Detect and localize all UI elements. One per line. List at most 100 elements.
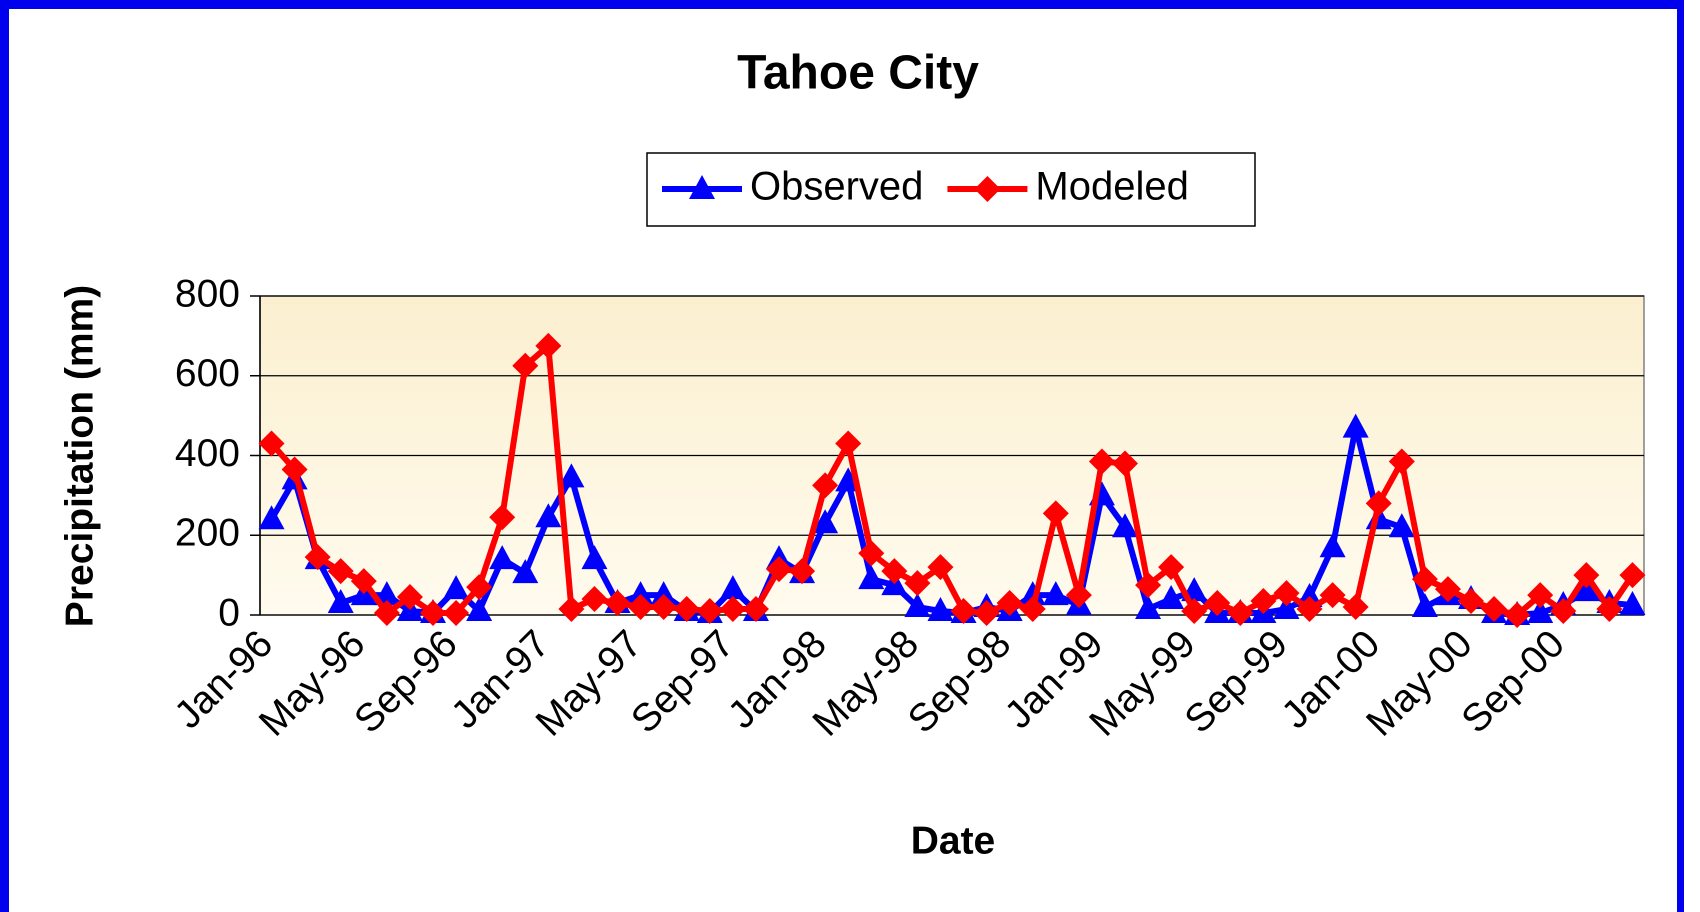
data-point bbox=[1619, 562, 1646, 589]
data-point bbox=[512, 352, 539, 379]
data-point bbox=[1434, 576, 1461, 603]
data-point bbox=[1158, 554, 1185, 581]
data-point bbox=[1319, 533, 1346, 558]
chart-title: Tahoe City bbox=[737, 47, 979, 100]
data-point bbox=[304, 544, 331, 571]
data-point bbox=[258, 505, 285, 530]
data-point bbox=[1550, 598, 1577, 625]
data-point bbox=[535, 503, 562, 528]
data-point bbox=[558, 596, 585, 623]
data-point bbox=[327, 558, 354, 585]
x-tick-label: May-99 bbox=[1081, 622, 1203, 744]
data-point bbox=[1042, 581, 1069, 606]
data-point bbox=[443, 575, 470, 600]
data-point bbox=[881, 558, 908, 585]
data-point bbox=[696, 598, 723, 625]
data-point bbox=[1527, 582, 1554, 609]
data-point bbox=[1573, 562, 1600, 589]
x-tick-label: May-97 bbox=[528, 622, 650, 744]
data-point bbox=[1342, 413, 1369, 438]
data-point bbox=[1481, 596, 1508, 623]
data-point bbox=[373, 600, 400, 627]
data-point bbox=[350, 568, 377, 595]
data-point bbox=[396, 584, 423, 611]
x-axis-label: Date bbox=[911, 819, 996, 862]
data-point bbox=[535, 332, 562, 359]
x-tick-label: Sep-98 bbox=[900, 622, 1019, 741]
data-point bbox=[1181, 598, 1208, 625]
data-point bbox=[466, 574, 493, 601]
data-point bbox=[719, 575, 746, 600]
data-point bbox=[1135, 572, 1162, 599]
data-point bbox=[1065, 582, 1092, 609]
x-tick-label: Sep-99 bbox=[1177, 622, 1296, 741]
data-point bbox=[835, 430, 862, 457]
data-point bbox=[581, 586, 608, 613]
data-point bbox=[258, 430, 285, 457]
data-point bbox=[627, 594, 654, 621]
data-point bbox=[812, 472, 839, 499]
data-point bbox=[858, 540, 885, 567]
data-point bbox=[950, 598, 977, 625]
data-point bbox=[1573, 577, 1600, 602]
data-point bbox=[443, 600, 470, 627]
data-point bbox=[973, 600, 1000, 627]
data-point bbox=[604, 590, 631, 617]
y-tick-label: 200 bbox=[175, 512, 240, 555]
data-point bbox=[673, 596, 700, 623]
data-point bbox=[766, 556, 792, 583]
data-point bbox=[1458, 588, 1484, 615]
y-tick-label: 400 bbox=[175, 432, 240, 475]
y-axis-label: Precipitation (mm) bbox=[58, 285, 101, 627]
data-point bbox=[1504, 602, 1531, 628]
data-point bbox=[996, 590, 1023, 617]
data-point bbox=[1527, 599, 1554, 624]
data-point bbox=[650, 594, 677, 621]
data-point bbox=[1596, 596, 1623, 623]
data-point bbox=[1204, 590, 1231, 617]
x-tick-label: Sep-97 bbox=[623, 622, 742, 741]
data-point bbox=[1411, 566, 1438, 593]
data-point bbox=[489, 504, 516, 531]
data-point bbox=[927, 554, 954, 581]
data-point bbox=[1296, 596, 1323, 623]
data-point bbox=[1250, 588, 1277, 615]
data-point bbox=[789, 558, 816, 585]
legend-marker bbox=[689, 175, 715, 199]
data-point bbox=[1019, 581, 1046, 606]
data-point bbox=[1042, 500, 1069, 527]
data-point bbox=[558, 463, 585, 488]
data-point bbox=[1365, 490, 1392, 517]
data-point bbox=[904, 593, 931, 618]
data-point bbox=[927, 597, 954, 622]
data-point bbox=[489, 545, 516, 570]
data-point bbox=[1388, 513, 1415, 538]
data-point bbox=[512, 559, 539, 584]
data-point bbox=[858, 565, 885, 590]
data-point bbox=[1158, 585, 1185, 610]
data-point bbox=[327, 589, 354, 614]
data-point bbox=[627, 581, 654, 606]
data-point bbox=[719, 596, 746, 623]
y-tick-label: 800 bbox=[175, 272, 240, 315]
data-point bbox=[1388, 448, 1415, 475]
data-point bbox=[812, 509, 839, 534]
x-tick-label: May-96 bbox=[251, 622, 373, 744]
data-point bbox=[742, 596, 769, 623]
data-point bbox=[1619, 591, 1646, 616]
x-tick-label: May-98 bbox=[805, 622, 927, 744]
x-tick-label: Sep-00 bbox=[1454, 622, 1573, 741]
data-point bbox=[1411, 593, 1438, 618]
data-point bbox=[1112, 450, 1138, 477]
data-point bbox=[1088, 448, 1115, 475]
data-point bbox=[1227, 600, 1254, 627]
x-tick-label: Sep-96 bbox=[346, 622, 465, 741]
data-point bbox=[1273, 580, 1300, 607]
data-point bbox=[1019, 596, 1046, 623]
data-point bbox=[904, 570, 931, 597]
data-point bbox=[650, 581, 677, 606]
data-point bbox=[1319, 582, 1346, 609]
legend-label: Modeled bbox=[1035, 165, 1188, 209]
data-point bbox=[466, 597, 493, 622]
